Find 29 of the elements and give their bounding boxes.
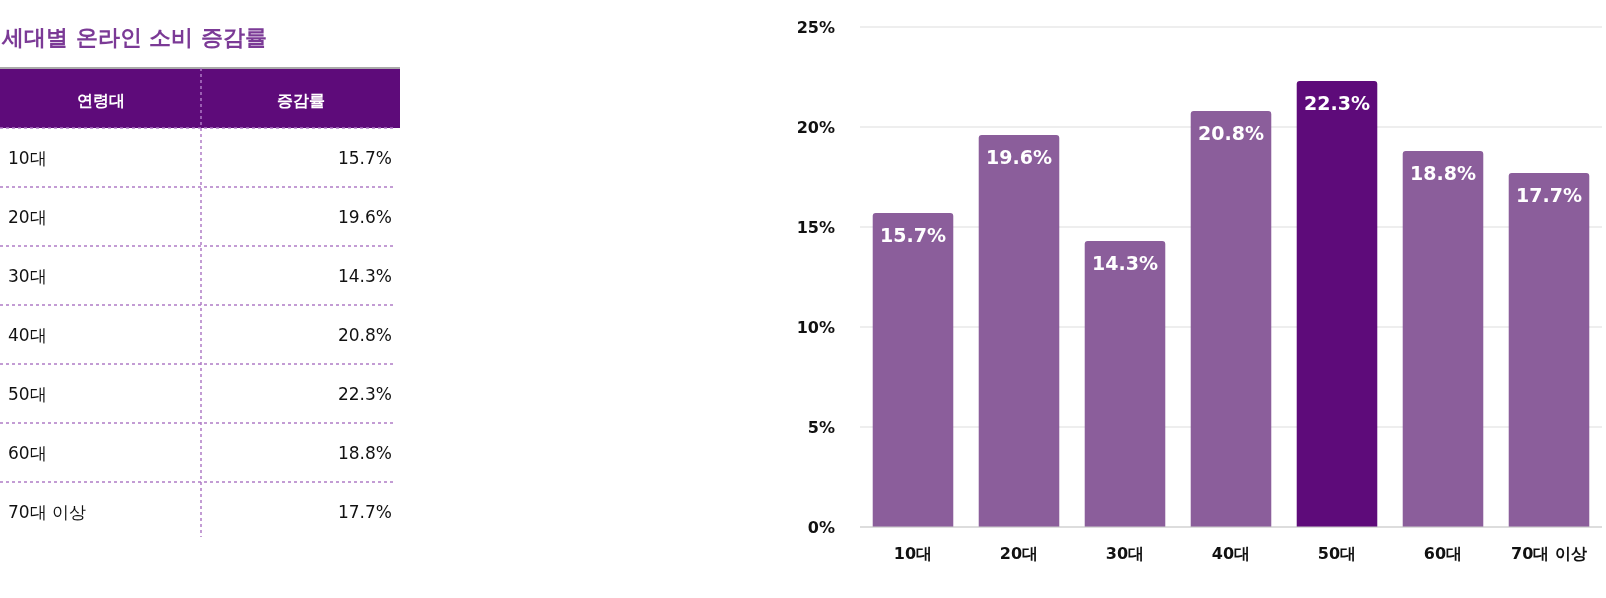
bar bbox=[1508, 173, 1590, 527]
bar bbox=[978, 135, 1060, 527]
x-tick-label: 20대 bbox=[999, 544, 1039, 563]
y-tick-label: 15% bbox=[796, 218, 835, 237]
x-tick-label: 50대 bbox=[1317, 544, 1357, 563]
x-tick-label: 60대 bbox=[1423, 544, 1463, 563]
x-tick-label: 10대 bbox=[893, 544, 933, 563]
x-tick-label: 30대 bbox=[1105, 544, 1145, 563]
data-label: 18.8% bbox=[1410, 162, 1476, 184]
y-tick-label: 25% bbox=[796, 18, 835, 37]
y-tick-label: 5% bbox=[807, 418, 835, 437]
text: 세대별 온라인 소비 증감률 bbox=[1, 25, 267, 50]
y-tick-label: 20% bbox=[796, 118, 835, 137]
table: 연령대 증감률 10대 15.7% 20대 19.6% 30대 14.3% 40대 20.8% 50대 22.3% 60대 18.8% 70대 이상 17.7% bbox=[0, 67, 401, 538]
data-label: 14.3% bbox=[1092, 252, 1158, 274]
data-label: 15.7% bbox=[880, 224, 946, 246]
x-tick-label: 40대 bbox=[1211, 544, 1251, 563]
y-tick-label: 10% bbox=[796, 318, 835, 337]
data-label: 17.7% bbox=[1516, 184, 1582, 206]
x-tick-label: 70대 이상 bbox=[1511, 544, 1587, 563]
data-label: 20.8% bbox=[1198, 122, 1264, 144]
bar bbox=[872, 213, 954, 527]
bar bbox=[1084, 241, 1166, 527]
bar bbox=[1190, 111, 1272, 527]
bar bbox=[1296, 81, 1378, 527]
bar bbox=[1402, 151, 1484, 527]
data-label: 22.3% bbox=[1304, 92, 1370, 114]
data-label: 19.6% bbox=[986, 146, 1052, 168]
y-tick-label: 0% bbox=[807, 518, 835, 537]
